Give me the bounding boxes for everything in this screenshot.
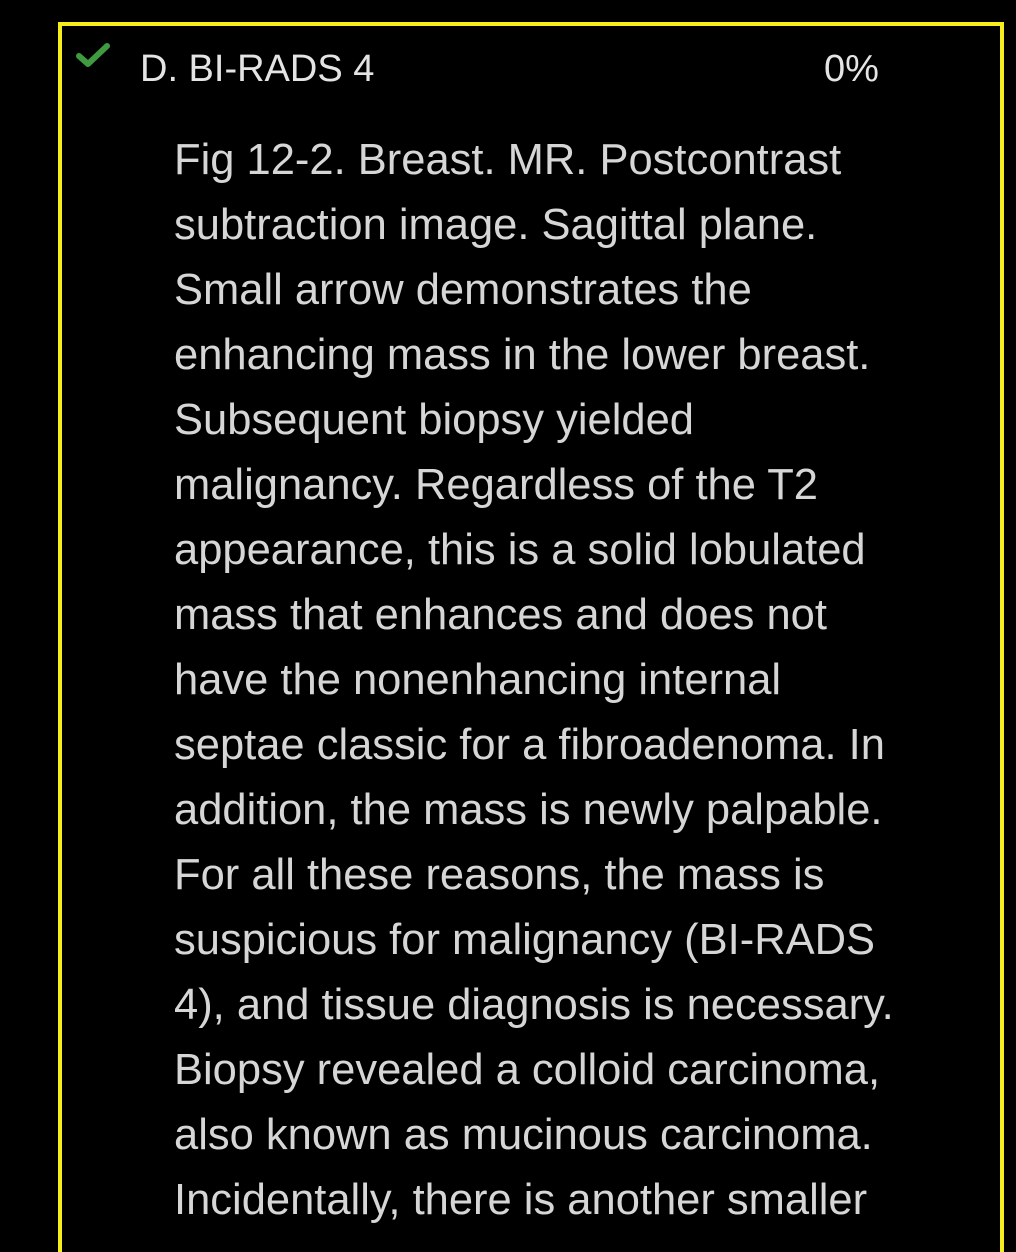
explanation-line: 4), and tissue diagnosis is necessary. — [174, 981, 894, 1029]
explanation-line: appearance, this is a solid lobulated — [174, 526, 866, 574]
explanation-line: addition, the mass is newly palpable. — [174, 786, 883, 834]
explanation-line: Small arrow demonstrates the — [174, 266, 752, 314]
explanation-line: septae classic for a fibroadenoma. In — [174, 721, 885, 769]
explanation-line: Biopsy revealed a colloid carcinoma, — [174, 1046, 881, 1094]
explanation-line: Subsequent biopsy yielded — [174, 396, 694, 444]
explanation-line: have the nonenhancing internal — [174, 656, 782, 704]
check-icon — [76, 43, 110, 67]
explanation-line: For all these reasons, the mass is — [174, 851, 825, 899]
explanation-line: enhancing mass in the lower breast. — [174, 331, 871, 379]
option-label: D. BI-RADS 4 — [140, 48, 375, 90]
explanation-line: also known as mucinous carcinoma. — [174, 1111, 873, 1159]
explanation-line: subtraction image. Sagittal plane. — [174, 201, 818, 249]
explanation-text: Fig 12-2. Breast. MR. Postcontrast subtr… — [174, 128, 1004, 1233]
explanation-line: suspicious for malignancy (BI-RADS — [174, 916, 876, 964]
explanation-line: mass that enhances and does not — [174, 591, 827, 639]
option-percent: 0% — [824, 48, 879, 90]
explanation-line: Incidentally, there is another smaller — [174, 1176, 868, 1224]
explanation-line: malignancy. Regardless of the T2 — [174, 461, 818, 509]
explanation-line: Fig 12-2. Breast. MR. Postcontrast — [174, 136, 842, 184]
answer-option-panel[interactable]: D. BI-RADS 4 0% Fig 12-2. Breast. MR. Po… — [58, 22, 1004, 1252]
